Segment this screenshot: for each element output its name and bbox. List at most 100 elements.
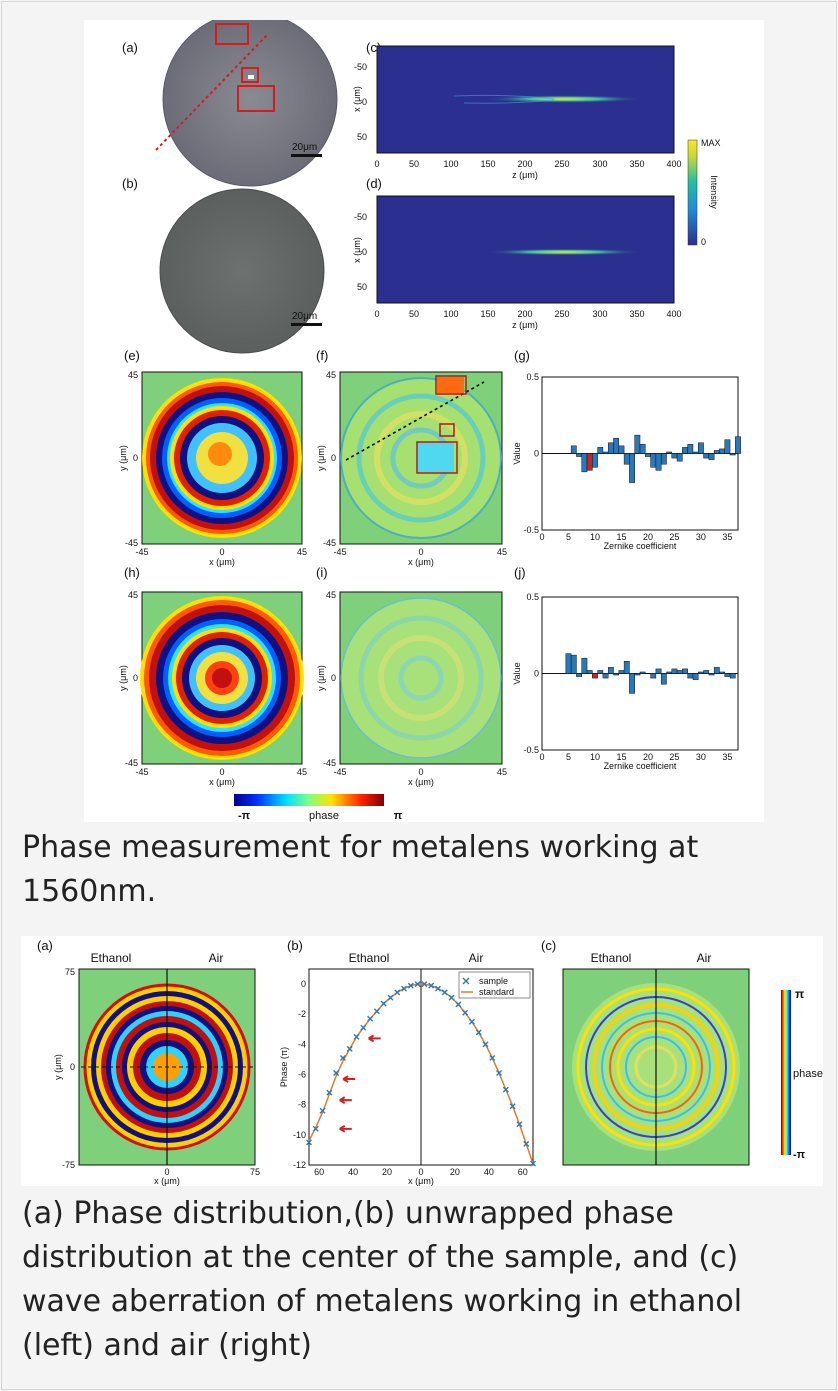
x-tick-label: 0 bbox=[539, 532, 544, 542]
zernike-bar bbox=[602, 451, 609, 454]
figure-2: (a) Ethanol Air 75 0 -75 0 75 x (μm) y (… bbox=[21, 936, 823, 1186]
panel-label-f: (f) bbox=[316, 348, 328, 363]
svg-text:45: 45 bbox=[297, 767, 307, 777]
fig2-a-ethanol-label: Ethanol bbox=[91, 951, 132, 965]
x-axis-label: Zernike coefficient bbox=[604, 761, 677, 771]
zernike-bar bbox=[592, 673, 598, 679]
zernike-bar bbox=[682, 668, 688, 674]
x-tick-label: 35 bbox=[722, 532, 732, 542]
x-tick-label: 25 bbox=[669, 532, 679, 542]
y-tick-label: -10 bbox=[293, 1130, 306, 1140]
deviation-arrow bbox=[339, 1124, 352, 1133]
svg-text:45: 45 bbox=[128, 370, 138, 380]
x-tick-label: 35 bbox=[722, 752, 732, 762]
svg-text:75: 75 bbox=[65, 967, 75, 977]
intensity-max-label: MAX bbox=[701, 138, 721, 148]
phase-colorbar-max: π bbox=[394, 810, 403, 822]
svg-text:0: 0 bbox=[331, 673, 336, 683]
fig2-colorbar-min: -π bbox=[793, 1149, 806, 1161]
svg-text:0: 0 bbox=[418, 767, 423, 777]
x-tick-label: 30 bbox=[696, 752, 706, 762]
sample-point bbox=[496, 1070, 503, 1077]
intensity-colorbar bbox=[687, 139, 698, 246]
zernike-bar bbox=[623, 453, 630, 465]
y-tick-label: -2 bbox=[298, 1009, 306, 1019]
svg-text:0: 0 bbox=[362, 97, 367, 107]
sample-point bbox=[462, 1009, 469, 1016]
sample-point bbox=[509, 1103, 516, 1110]
sample-point bbox=[380, 1000, 387, 1007]
x-tick-label: 10 bbox=[590, 532, 600, 542]
panel-label-i: (i) bbox=[316, 565, 328, 580]
zernike-bar bbox=[634, 434, 641, 454]
sample-point bbox=[333, 1070, 340, 1077]
svg-text:200: 200 bbox=[517, 159, 532, 169]
scale-bar-b bbox=[291, 323, 322, 326]
zernike-bar bbox=[682, 447, 688, 454]
x-tick-label: 60 bbox=[314, 1167, 324, 1177]
panel-label-e: (e) bbox=[124, 348, 140, 363]
svg-text:-50: -50 bbox=[354, 62, 367, 72]
y-tick-label: -8 bbox=[298, 1100, 306, 1110]
svg-text:-45: -45 bbox=[333, 547, 346, 557]
defect-box-small bbox=[241, 67, 259, 83]
svg-text:0: 0 bbox=[164, 1167, 169, 1177]
sample-point bbox=[407, 982, 414, 989]
svg-text:0: 0 bbox=[331, 453, 336, 463]
zernike-bar bbox=[576, 453, 582, 457]
svg-text:250: 250 bbox=[554, 159, 569, 169]
aberration-map-f-axes: 45 0 -45 -45 0 45 x (μm) y (μm) bbox=[316, 370, 507, 567]
fig2-colorbar-label: phase bbox=[793, 1068, 823, 1080]
zernike-bar bbox=[602, 673, 609, 679]
unwrapped-phase-chart: 60 40 20 0 20 40 60 0 -2 -4 -6 -8 -10 -12 x (μm) Phase … bbox=[279, 968, 536, 1186]
sample-point bbox=[367, 1015, 374, 1022]
svg-text:-45: -45 bbox=[323, 758, 336, 768]
zernike-bar bbox=[687, 673, 694, 679]
y-axis-label: Phase (π) bbox=[279, 1047, 289, 1087]
sample-point bbox=[468, 1018, 475, 1025]
x-tick-label: 20 bbox=[450, 1167, 460, 1177]
x-tick-label: 40 bbox=[348, 1167, 358, 1177]
svg-text:y (μm): y (μm) bbox=[118, 445, 128, 471]
fig2-c-ethanol-label: Ethanol bbox=[591, 951, 632, 965]
zernike-bar bbox=[666, 671, 673, 674]
svg-text:300: 300 bbox=[592, 309, 607, 319]
sample-point bbox=[326, 1089, 333, 1096]
zernike-bar bbox=[713, 450, 720, 454]
zernike-bar bbox=[703, 453, 710, 459]
svg-text:0: 0 bbox=[362, 247, 367, 257]
legend-sample-label: sample bbox=[479, 976, 508, 986]
svg-text:y (μm): y (μm) bbox=[316, 665, 326, 691]
sample-point bbox=[530, 1160, 536, 1167]
deviation-arrow bbox=[368, 1034, 381, 1043]
zernike-bar bbox=[671, 453, 678, 459]
y-tick-label: 0 bbox=[534, 669, 539, 679]
sample-point bbox=[421, 981, 428, 988]
svg-text:250: 250 bbox=[554, 309, 569, 319]
metalens-micrograph-a bbox=[162, 20, 338, 187]
svg-text:x (μm): x (μm) bbox=[209, 557, 235, 567]
focal-spot-d bbox=[484, 248, 644, 256]
svg-text:200: 200 bbox=[517, 309, 532, 319]
x-tick-label: 20 bbox=[643, 752, 653, 762]
svg-text:50: 50 bbox=[409, 159, 419, 169]
sample-point bbox=[434, 985, 441, 992]
metalens-micrograph-b bbox=[159, 188, 325, 354]
intensity-min-label: 0 bbox=[701, 237, 706, 247]
scale-bar-label-b: 20μm bbox=[292, 311, 317, 322]
zernike-bar bbox=[655, 453, 662, 471]
sample-point bbox=[448, 994, 455, 1001]
svg-text:45: 45 bbox=[326, 590, 336, 600]
svg-text:z (μm): z (μm) bbox=[512, 170, 538, 180]
zernike-bar bbox=[639, 671, 646, 674]
zernike-bar bbox=[708, 673, 715, 676]
panel-label-g: (g) bbox=[514, 348, 530, 363]
deviation-arrow bbox=[342, 1075, 356, 1083]
x-axis-label: Zernike coefficient bbox=[604, 541, 677, 551]
panel-label-j: (j) bbox=[514, 565, 526, 580]
fig2-panel-label-a: (a) bbox=[37, 938, 53, 953]
svg-text:400: 400 bbox=[666, 309, 681, 319]
svg-text:45: 45 bbox=[297, 547, 307, 557]
